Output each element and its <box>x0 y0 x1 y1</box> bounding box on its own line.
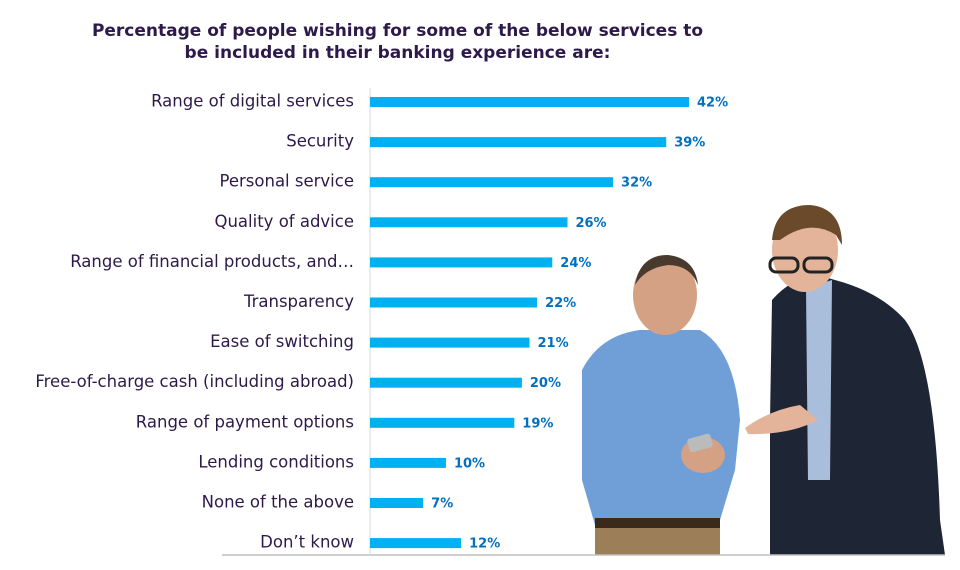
category-label: Range of payment options <box>136 412 354 431</box>
category-label: Range of digital services <box>151 92 354 111</box>
category-label: None of the above <box>202 493 354 512</box>
category-label: Don’t know <box>260 533 354 552</box>
bar <box>370 297 538 308</box>
category-label: Quality of advice <box>214 212 354 231</box>
category-label: Free-of-charge cash (including abroad) <box>35 372 354 391</box>
chart-title: Percentage of people wishing for some of… <box>91 21 704 63</box>
bar <box>370 337 530 348</box>
value-label: 39% <box>674 136 705 151</box>
bar <box>370 177 614 188</box>
value-label: 7% <box>431 497 453 512</box>
value-label: 12% <box>469 537 500 552</box>
bar <box>370 217 568 228</box>
bar <box>370 377 522 388</box>
category-label: Security <box>286 132 354 151</box>
category-label: Lending conditions <box>198 452 354 471</box>
value-label: 10% <box>454 456 485 471</box>
bar <box>370 498 424 508</box>
bar <box>370 457 446 468</box>
value-label: 26% <box>575 216 606 231</box>
value-label: 20% <box>530 376 561 391</box>
category-label: Range of financial products, and… <box>70 252 354 271</box>
category-label: Transparency <box>243 292 354 311</box>
category-label: Personal service <box>220 172 355 191</box>
photo <box>582 205 945 555</box>
bar <box>370 538 462 549</box>
value-label: 32% <box>621 176 652 191</box>
value-label: 19% <box>522 416 553 431</box>
bar <box>370 97 689 107</box>
bar <box>370 137 667 148</box>
value-label: 42% <box>697 96 728 111</box>
value-label: 21% <box>538 336 569 351</box>
value-label: 22% <box>545 296 576 311</box>
category-label: Ease of switching <box>210 332 354 351</box>
bar <box>370 257 553 268</box>
bar <box>370 417 515 428</box>
value-label: 24% <box>560 256 591 271</box>
